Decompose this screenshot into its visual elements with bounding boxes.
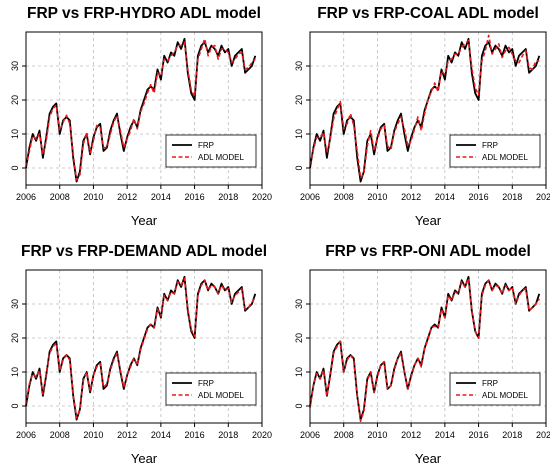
y-tick-label: 20 <box>294 95 304 105</box>
x-tick-label: 2014 <box>151 430 171 440</box>
y-tick-label: 30 <box>10 61 20 71</box>
x-tick-label: 2016 <box>185 192 205 202</box>
legend: FRP ADL MODEL <box>449 134 541 168</box>
y-tick-label: 20 <box>294 333 304 343</box>
x-axis-label: Year <box>415 451 442 466</box>
y-tick-label: 30 <box>10 299 20 309</box>
x-tick-label: 2018 <box>218 430 238 440</box>
series-line-adl-model <box>309 34 540 179</box>
chart-title: FRP vs FRP-HYDRO ADL model <box>27 5 261 22</box>
legend-label-frp: FRP <box>198 379 214 388</box>
legend-label-frp: FRP <box>482 379 498 388</box>
legend-label-adl-model: ADL MODEL <box>482 153 528 162</box>
chart-title: FRP vs FRP-ONI ADL model <box>325 243 531 260</box>
y-tick-label: 0 <box>294 403 304 408</box>
x-tick-label: 2018 <box>218 192 238 202</box>
x-tick-label: 2006 <box>300 192 320 202</box>
legend-box <box>165 134 257 168</box>
legend: FRP ADL MODEL <box>449 372 541 406</box>
x-tick-label: 2008 <box>334 192 354 202</box>
x-axis-label: Year <box>415 213 442 228</box>
plot-frame <box>25 269 263 424</box>
x-tick-label: 2008 <box>50 430 70 440</box>
series-line-frp <box>309 37 541 183</box>
legend-label-adl-model: ADL MODEL <box>198 153 244 162</box>
y-tick-label: 30 <box>294 61 304 71</box>
series-line-adl-model <box>309 277 540 423</box>
chart-title: FRP vs FRP-COAL ADL model <box>317 5 539 22</box>
plot-frame <box>25 31 263 186</box>
legend-label-adl-model: ADL MODEL <box>482 391 528 400</box>
y-tick-label: 20 <box>10 95 20 105</box>
y-tick-label: 0 <box>10 403 20 408</box>
legend-label-frp: FRP <box>482 141 498 150</box>
legend-box <box>449 134 541 168</box>
legend-label-adl-model: ADL MODEL <box>198 391 244 400</box>
x-tick-label: 2006 <box>16 430 36 440</box>
x-tick-label: 2018 <box>502 192 522 202</box>
x-tick-label: 2020 <box>252 430 272 440</box>
x-tick-label: 2016 <box>469 192 489 202</box>
y-tick-label: 10 <box>10 129 20 139</box>
x-tick-label: 2014 <box>435 430 455 440</box>
x-tick-label: 2020 <box>536 192 550 202</box>
x-tick-label: 2020 <box>252 192 272 202</box>
legend-box <box>449 372 541 406</box>
x-axis-label: Year <box>131 451 158 466</box>
x-tick-label: 2010 <box>83 430 103 440</box>
legend-box <box>165 372 257 406</box>
x-tick-label: 2008 <box>334 430 354 440</box>
x-tick-label: 2020 <box>536 430 550 440</box>
legend: FRP ADL MODEL <box>165 134 257 168</box>
chart-title: FRP vs FRP-DEMAND ADL model <box>21 243 267 260</box>
x-tick-label: 2006 <box>16 192 36 202</box>
x-tick-label: 2012 <box>401 192 421 202</box>
legend-label-frp: FRP <box>198 141 214 150</box>
y-tick-label: 10 <box>294 129 304 139</box>
x-tick-label: 2014 <box>435 192 455 202</box>
x-tick-label: 2012 <box>117 430 137 440</box>
x-tick-label: 2010 <box>83 192 103 202</box>
y-tick-label: 0 <box>10 165 20 170</box>
x-tick-label: 2012 <box>401 430 421 440</box>
x-axis-label: Year <box>131 213 158 228</box>
x-tick-label: 2010 <box>367 192 387 202</box>
y-tick-label: 10 <box>10 367 20 377</box>
x-tick-label: 2008 <box>50 192 70 202</box>
x-tick-label: 2006 <box>300 430 320 440</box>
series-line-adl-model <box>25 37 256 181</box>
y-tick-label: 20 <box>10 333 20 343</box>
x-tick-label: 2016 <box>185 430 205 440</box>
plot-frame <box>309 31 547 186</box>
plot-frame <box>309 269 547 424</box>
x-tick-label: 2014 <box>151 192 171 202</box>
x-tick-label: 2016 <box>469 430 489 440</box>
y-tick-label: 10 <box>294 367 304 377</box>
legend: FRP ADL MODEL <box>165 372 257 406</box>
x-tick-label: 2018 <box>502 430 522 440</box>
x-tick-label: 2012 <box>117 192 137 202</box>
x-tick-label: 2010 <box>367 430 387 440</box>
series-line-adl-model <box>25 277 256 419</box>
y-tick-label: 0 <box>294 165 304 170</box>
y-tick-label: 30 <box>294 299 304 309</box>
